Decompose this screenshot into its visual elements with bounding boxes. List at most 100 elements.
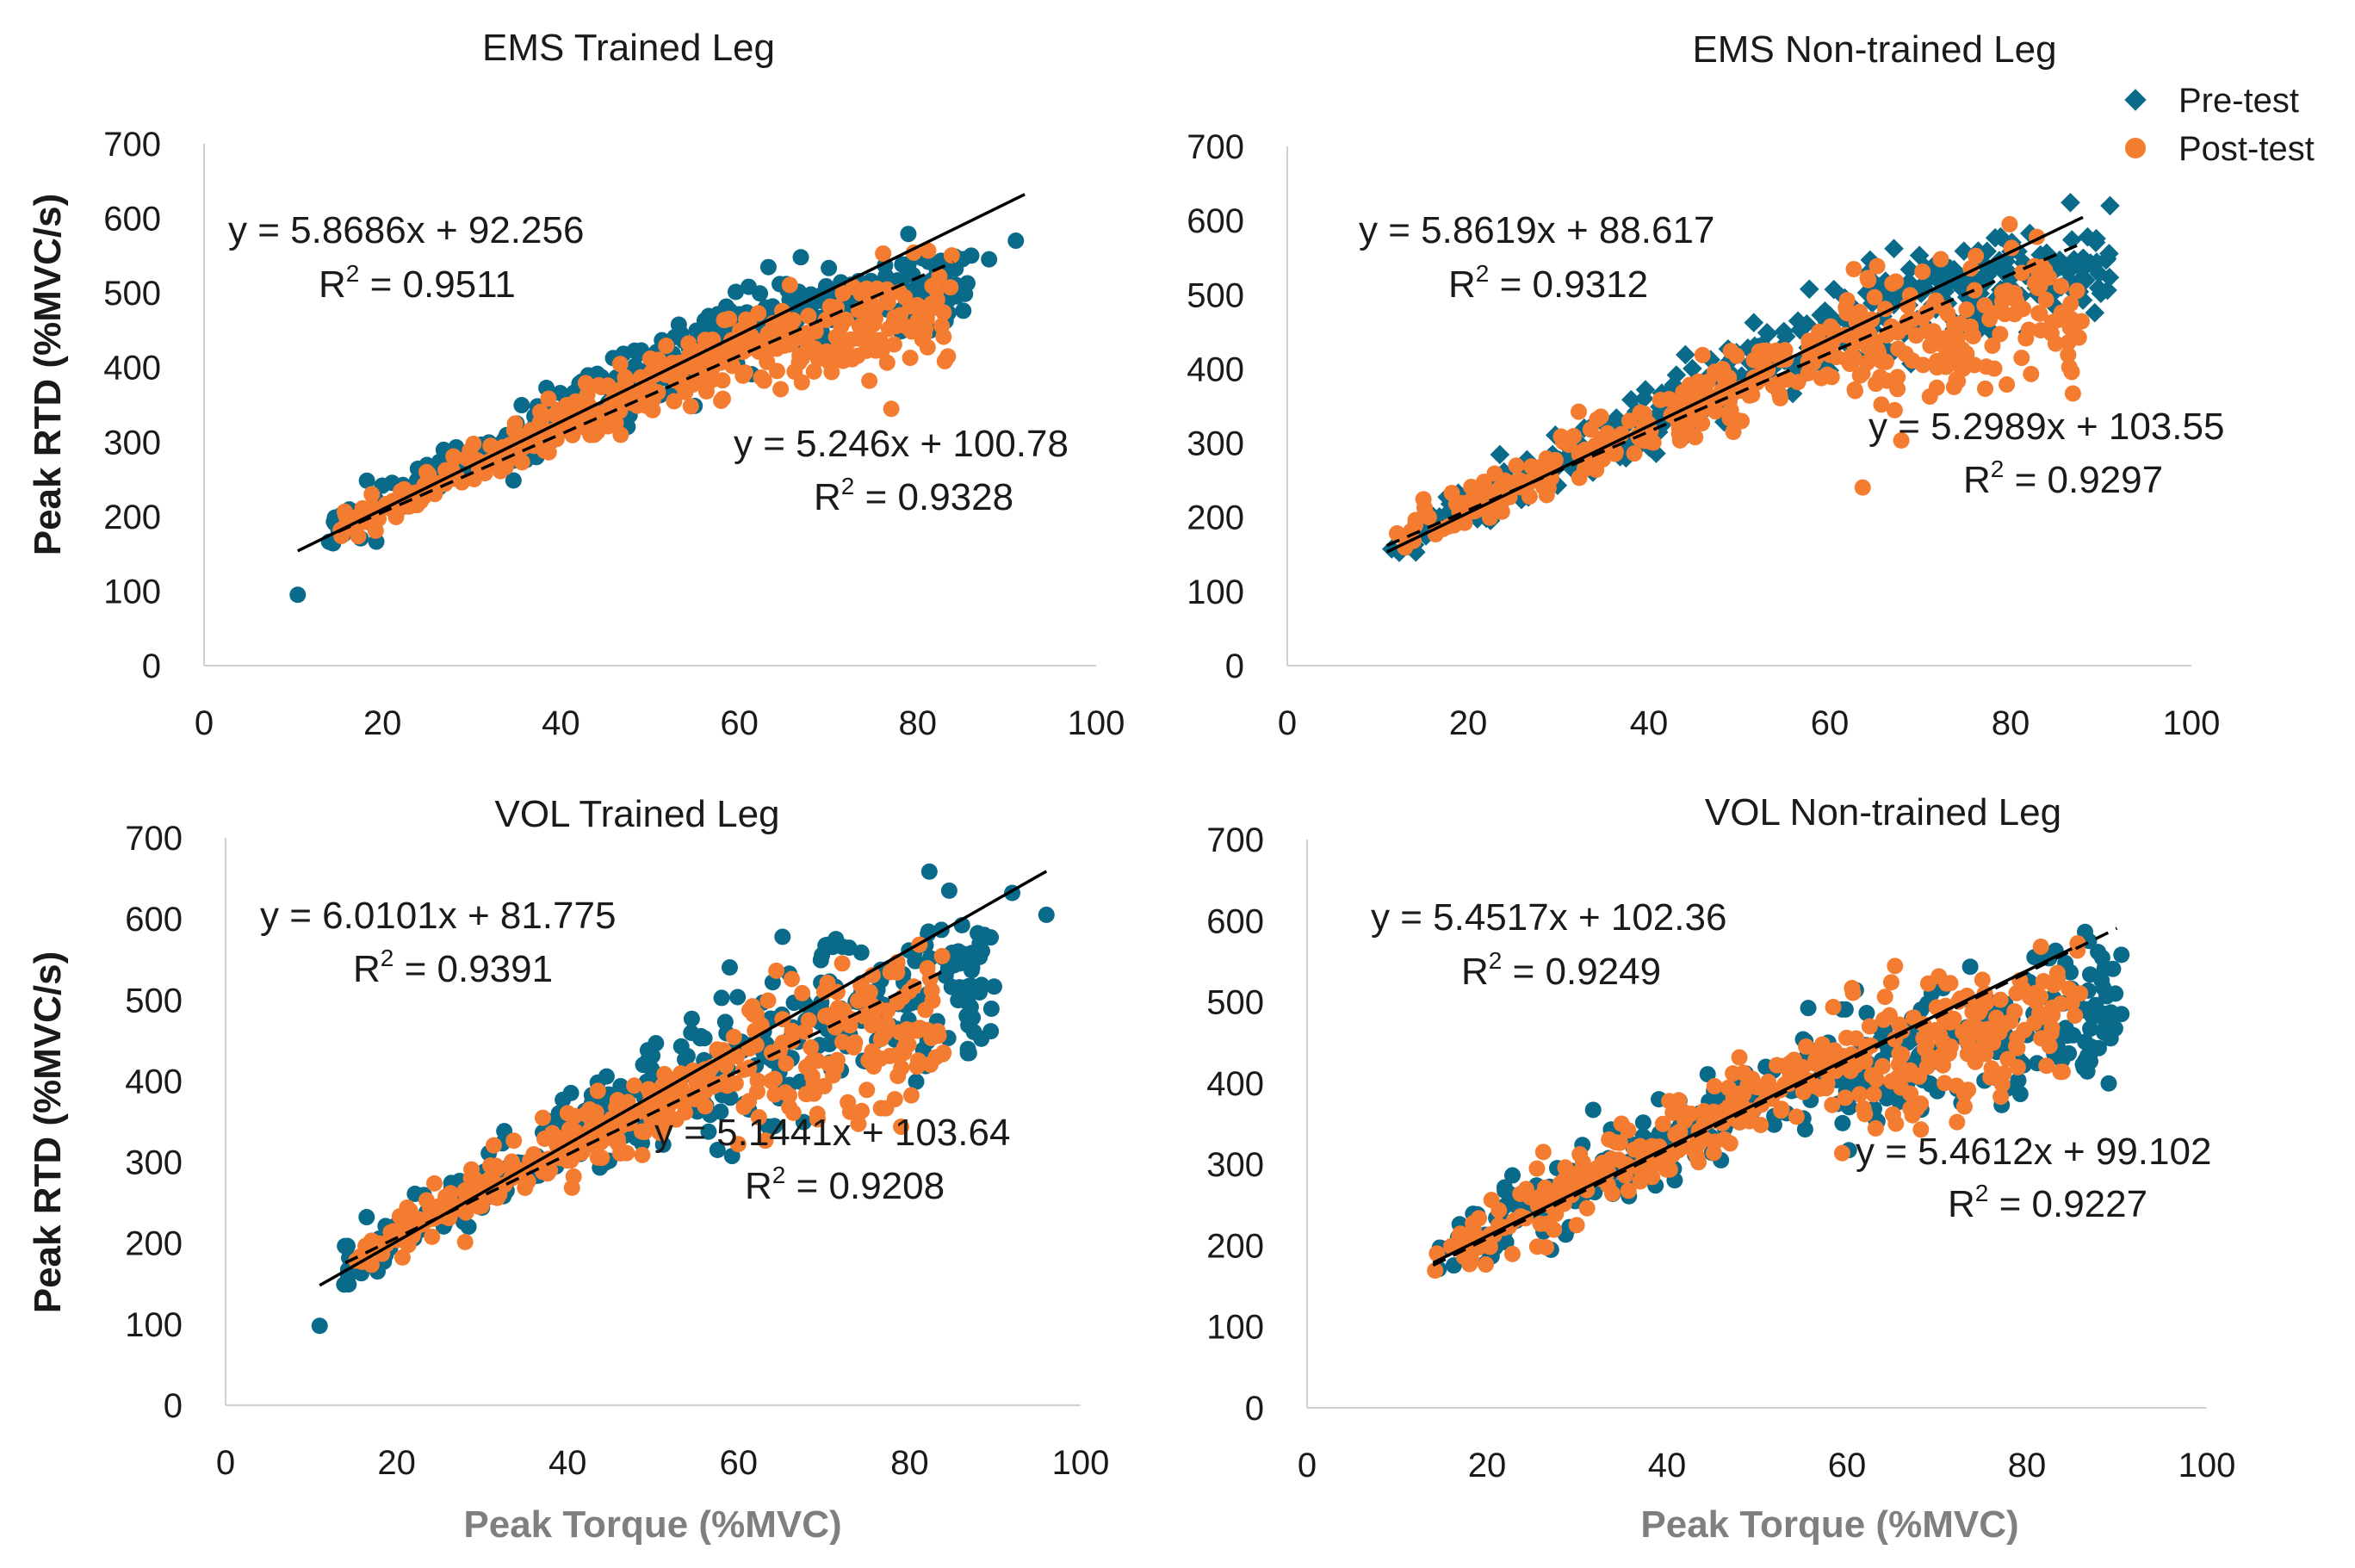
data-point-post — [1929, 331, 1946, 348]
data-point-post — [1940, 1045, 1957, 1063]
data-point-post — [426, 486, 443, 503]
data-point-post — [2044, 999, 2061, 1016]
legend-marker-pre — [2124, 89, 2147, 111]
data-point-post — [861, 1004, 878, 1021]
data-point-pre — [1496, 1179, 1513, 1196]
data-point-pre — [1007, 232, 1025, 250]
data-point-post — [1945, 378, 1962, 395]
data-point-pre — [2099, 267, 2120, 288]
x-tick-label: 100 — [1068, 704, 1125, 742]
data-point-post — [1964, 1003, 1981, 1020]
x-tick-label: 0 — [1278, 704, 1297, 742]
data-point-post — [442, 1185, 459, 1202]
data-point-post — [1992, 1088, 2010, 1106]
data-point-pre — [959, 1040, 976, 1057]
data-point-post — [1644, 1168, 1661, 1186]
r-squared-label-post: R2 = 0.9208 — [745, 1162, 945, 1207]
data-point-post — [819, 974, 836, 991]
data-point-pre — [821, 259, 838, 276]
data-point-post — [768, 962, 785, 979]
x-tick-label: 0 — [195, 704, 214, 742]
data-point-post — [1851, 1086, 1869, 1103]
chart-panel-1: 0 100 200 300 400 500 600 700 0 20 40 60 80 100 EMS Tr… — [103, 27, 1125, 742]
data-point-post — [872, 1050, 889, 1067]
data-point-pre — [2102, 1030, 2119, 1047]
data-point-post — [666, 393, 683, 410]
equation-label-pre: y = 5.4517x + 102.36 — [1371, 896, 1726, 939]
data-point-post — [748, 1083, 765, 1100]
data-point-post — [1788, 1108, 1805, 1125]
y-tick-label: 500 — [1187, 276, 1244, 314]
data-point-post — [1859, 270, 1876, 287]
data-point-post — [713, 392, 730, 409]
data-point-post — [1955, 1098, 1973, 1115]
data-point-post — [1889, 369, 1906, 386]
data-point-post — [586, 426, 603, 443]
data-point-post — [1984, 338, 2001, 355]
data-point-post — [2013, 350, 2030, 367]
data-point-post — [1690, 1154, 1707, 1171]
data-point-post — [1528, 1160, 1546, 1177]
data-point-post — [2061, 980, 2078, 997]
data-point-post — [1867, 1119, 1884, 1137]
data-point-post — [714, 372, 731, 389]
data-point-post — [610, 402, 628, 419]
data-point-post — [887, 318, 904, 335]
x-tick-label: 100 — [2178, 1447, 2236, 1484]
data-point-post — [820, 1007, 837, 1024]
y-tick-label: 300 — [1206, 1146, 1264, 1184]
data-point-post — [889, 1068, 907, 1085]
data-point-post — [1996, 306, 2013, 323]
x-tick-label: 0 — [216, 1444, 235, 1482]
data-point-pre — [943, 978, 960, 995]
data-point-post — [2033, 1030, 2050, 1047]
x-tick-label: 80 — [899, 704, 938, 742]
data-point-post — [1735, 1085, 1752, 1102]
data-point-pre — [672, 1038, 690, 1055]
data-point-post — [2026, 275, 2043, 292]
data-point-post — [776, 337, 793, 354]
y-tick-label: 500 — [125, 982, 183, 1020]
data-point-post — [1620, 1182, 1637, 1199]
data-point-pre — [513, 397, 530, 414]
equation-label-pre: y = 6.0101x + 81.775 — [260, 895, 616, 937]
data-point-post — [697, 1073, 715, 1090]
data-point-post — [861, 372, 878, 389]
scatter-points — [311, 863, 1055, 1335]
data-point-pre — [2099, 244, 2119, 263]
data-point-pre — [2061, 192, 2080, 213]
data-point-post — [799, 344, 816, 361]
data-point-post — [1681, 376, 1698, 394]
data-point-post — [599, 418, 617, 435]
data-point-post — [872, 1100, 889, 1117]
data-point-post — [755, 372, 772, 389]
chart-panel-2: 0 100 200 300 400 500 600 700 0 20 40 60 80 100 EMS No… — [1187, 28, 2224, 742]
data-point-post — [2006, 1003, 2023, 1020]
data-point-post — [559, 1105, 576, 1122]
data-point-post — [437, 462, 455, 479]
data-point-post — [734, 367, 752, 384]
data-point-post — [1833, 1144, 1850, 1162]
data-point-post — [697, 1061, 714, 1078]
data-point-post — [644, 401, 661, 418]
x-tick-label: 60 — [720, 704, 759, 742]
data-point-post — [446, 449, 463, 467]
data-point-post — [1443, 485, 1460, 502]
data-point-post — [1963, 325, 1980, 343]
x-tick-label: 80 — [1992, 704, 2030, 742]
y-tick-label: 700 — [103, 126, 161, 164]
data-point-post — [651, 1124, 668, 1141]
data-point-post — [2069, 935, 2086, 952]
r-squared-label-post: R2 = 0.9227 — [1948, 1180, 2147, 1225]
data-point-post — [385, 1223, 402, 1240]
data-point-pre — [709, 1142, 726, 1159]
data-point-post — [1800, 332, 1818, 350]
equation-label-post: y = 5.246x + 100.78 — [734, 423, 1069, 465]
data-point-post — [864, 1017, 881, 1034]
data-point-post — [603, 1114, 620, 1131]
data-point-post — [852, 976, 870, 994]
chart-title: VOL Trained Leg — [494, 793, 779, 835]
data-point-post — [1932, 251, 1949, 268]
data-point-post — [2060, 346, 2077, 363]
data-point-pre — [700, 307, 717, 325]
